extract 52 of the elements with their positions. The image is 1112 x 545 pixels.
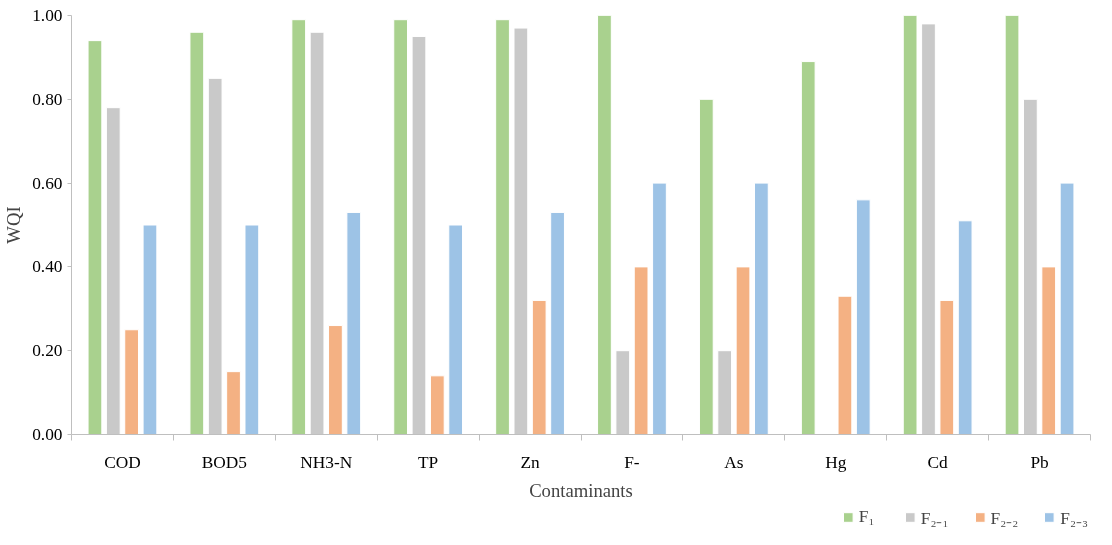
x-tick-label: Pb xyxy=(1030,452,1049,472)
bar xyxy=(87,40,103,435)
y-tick-label: 0.00 xyxy=(32,425,63,444)
bar xyxy=(1004,15,1020,435)
bar xyxy=(597,15,612,435)
bar xyxy=(800,61,816,435)
bar xyxy=(698,98,714,435)
y-tick-label: 0.40 xyxy=(32,257,63,277)
legend-label: F₁ xyxy=(858,507,876,527)
bar xyxy=(495,19,510,435)
legend-label: F₂₋₃ xyxy=(1060,508,1088,529)
bar xyxy=(633,266,649,435)
bar xyxy=(429,375,445,435)
bar xyxy=(226,371,241,435)
bar xyxy=(142,224,158,435)
bar xyxy=(244,224,260,435)
bar xyxy=(531,299,547,435)
x-tick-label: NH3-N xyxy=(300,452,353,472)
bar xyxy=(939,299,955,435)
bar xyxy=(189,31,205,435)
bar xyxy=(124,329,139,435)
bar xyxy=(837,295,853,435)
legend-label: F₂₋₂ xyxy=(990,508,1019,529)
x-tick-label: Zn xyxy=(520,452,541,472)
y-tick-label: 0.80 xyxy=(32,89,63,109)
bar xyxy=(735,266,751,435)
x-tick-label: TP xyxy=(418,452,439,472)
x-tick-label: As xyxy=(724,452,744,472)
bar xyxy=(652,182,667,435)
bar xyxy=(855,199,871,435)
y-tick-label: 0.60 xyxy=(32,173,63,193)
x-tick-label: Cd xyxy=(927,452,949,472)
y-tick-label: 1.00 xyxy=(32,6,63,25)
bar xyxy=(346,211,362,435)
bar xyxy=(393,19,409,435)
y-tick-label: 0.20 xyxy=(32,341,63,361)
legend-label: F₂₋₁ xyxy=(920,508,949,529)
x-tick-label: Hg xyxy=(825,452,847,472)
bar xyxy=(753,182,769,435)
bar xyxy=(1059,182,1075,435)
y-axis-title: WQI xyxy=(3,206,25,244)
bar xyxy=(448,224,464,435)
x-tick-label: BOD5 xyxy=(201,452,247,472)
x-axis-title: Contaminants xyxy=(529,479,633,501)
x-tick-label: COD xyxy=(104,452,141,472)
bar xyxy=(1041,266,1057,435)
bar xyxy=(291,19,307,435)
bar xyxy=(902,15,918,435)
bar xyxy=(550,211,565,435)
x-tick-label: F- xyxy=(624,452,640,472)
bar xyxy=(957,220,973,435)
bar xyxy=(328,325,343,435)
